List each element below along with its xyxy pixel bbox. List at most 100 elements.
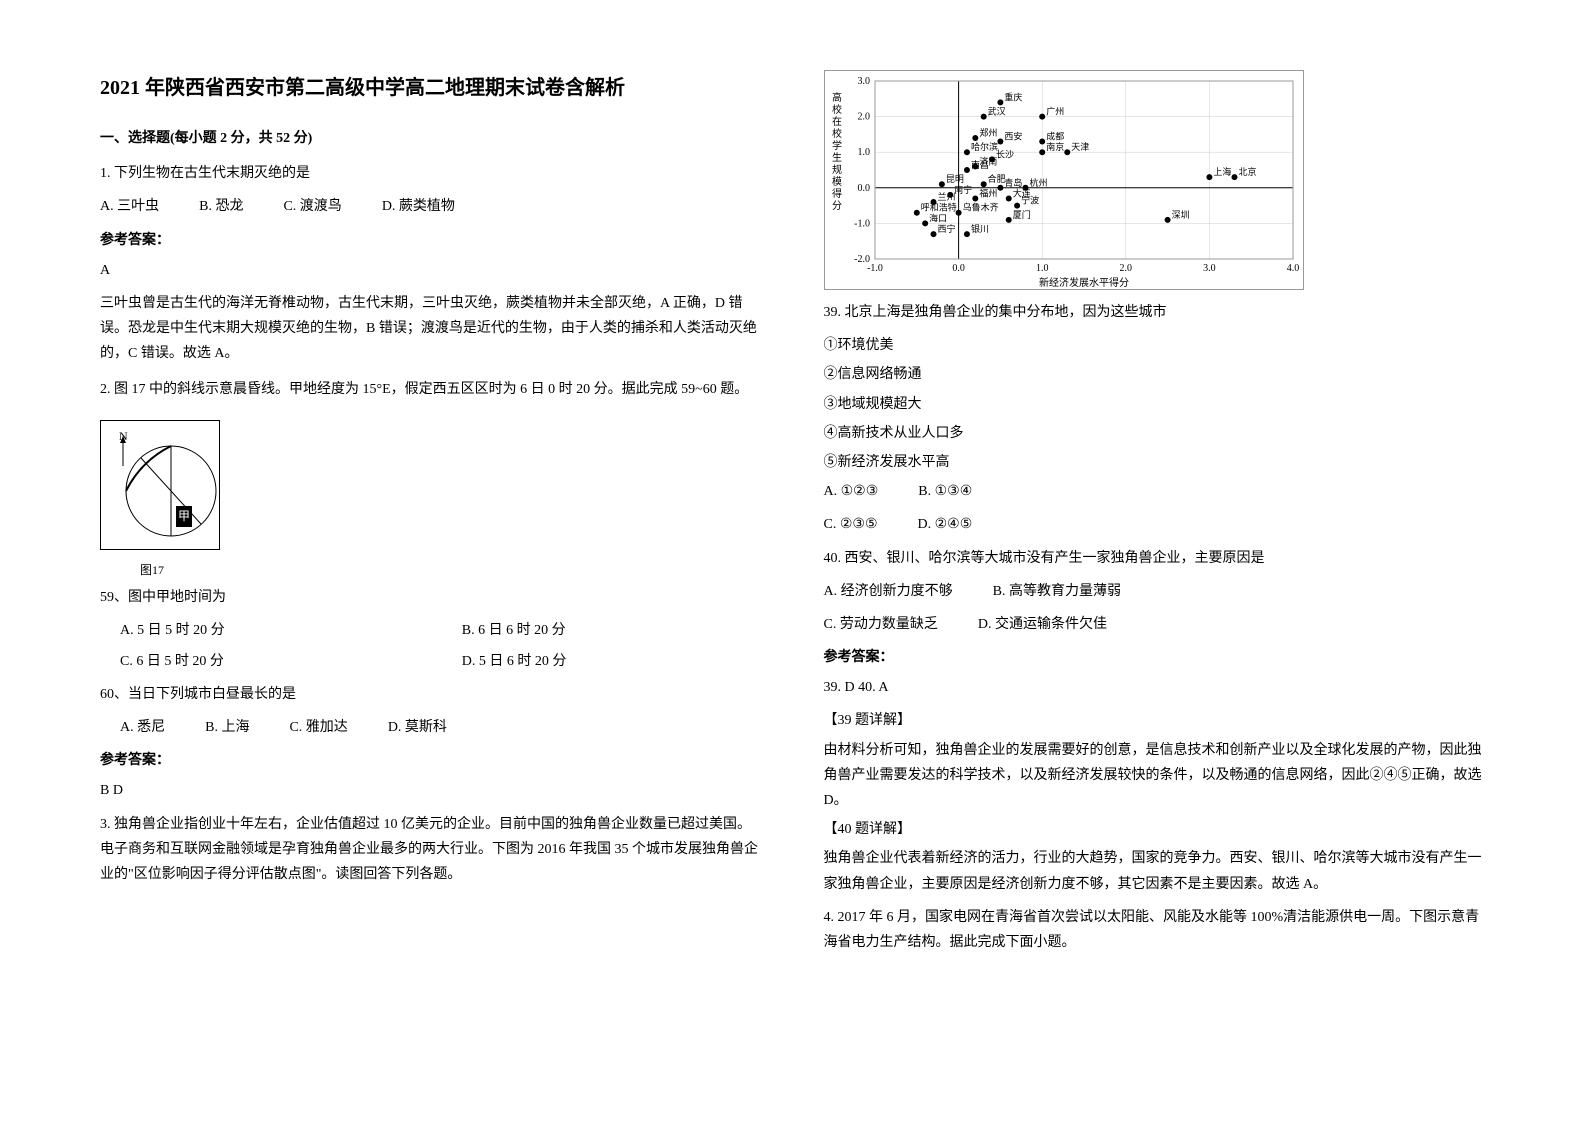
q3-answer: 39. D 40. A — [824, 675, 1488, 700]
q60-option-c: C. 雅加达 — [289, 715, 347, 740]
q39-opt2: ②信息网络畅通 — [824, 362, 1488, 387]
svg-text:杭州: 杭州 — [1029, 177, 1047, 188]
q40-option-d: D. 交通运输条件欠佳 — [978, 612, 1107, 637]
q39-opt4: ④高新技术从业人口多 — [824, 421, 1488, 446]
svg-text:青岛: 青岛 — [1004, 177, 1022, 188]
svg-text:乌鲁木齐: 乌鲁木齐 — [962, 202, 998, 213]
svg-text:-1.0: -1.0 — [854, 218, 870, 229]
question-2: 2. 图 17 中的斜线示意晨昏线。甲地经度为 15°E，假定西五区区时为 6 … — [100, 377, 764, 402]
q1-option-d: D. 蕨类植物 — [382, 194, 455, 219]
question-3: 3. 独角兽企业指创业十年左右，企业估值超过 10 亿美元的企业。目前中国的独角… — [100, 812, 764, 888]
q39-opt3: ③地域规模超大 — [824, 392, 1488, 417]
svg-text:3.0: 3.0 — [857, 76, 870, 87]
svg-text:北京: 北京 — [1238, 166, 1256, 177]
q1-option-a: A. 三叶虫 — [100, 194, 159, 219]
q1-explanation: 三叶虫曾是古生代的海洋无脊椎动物，古生代末期，三叶虫灭绝，蕨类植物并未全部灭绝，… — [100, 291, 764, 367]
svg-text:1.0: 1.0 — [857, 147, 870, 158]
svg-text:重庆: 重庆 — [1004, 91, 1022, 102]
scatter-chart: -1.00.01.02.03.04.0-2.0-1.00.01.02.03.0重… — [824, 70, 1304, 290]
q39-option-a: A. ①②③ — [824, 479, 879, 504]
q39-detail: 由材料分析可知，独角兽企业的发展需要好的创意，是信息技术和创新产业以及全球化发展… — [824, 738, 1488, 814]
svg-text:模: 模 — [832, 176, 842, 188]
svg-text:西宁: 西宁 — [937, 223, 955, 234]
svg-text:西安: 西安 — [1004, 131, 1022, 142]
answer-label-2: 参考答案： — [100, 748, 764, 773]
svg-text:0.0: 0.0 — [952, 263, 965, 274]
q59-option-d: D. 5 日 6 时 20 分 — [462, 649, 764, 674]
question-59: 59、图中甲地时间为 — [100, 585, 764, 610]
section-header: 一、选择题(每小题 2 分，共 52 分) — [100, 126, 764, 151]
question-40: 40. 西安、银川、哈尔滨等大城市没有产生一家独角兽企业，主要原因是 — [824, 546, 1488, 571]
diagram-jia-label: 甲 — [176, 506, 192, 528]
svg-text:新经济发展水平得分: 新经济发展水平得分 — [1039, 276, 1129, 289]
svg-text:天津: 天津 — [1071, 142, 1089, 152]
question-39: 39. 北京上海是独角兽企业的集中分布地，因为这些城市 — [824, 300, 1488, 325]
svg-text:南京: 南京 — [1046, 141, 1064, 152]
svg-text:宁波: 宁波 — [1021, 195, 1039, 206]
right-column: -1.00.01.02.03.04.0-2.0-1.00.01.02.03.0重… — [824, 70, 1488, 1092]
q60-option-a: A. 悉尼 — [120, 715, 165, 740]
svg-text:合肥: 合肥 — [987, 173, 1005, 184]
svg-text:3.0: 3.0 — [1203, 263, 1216, 274]
q40-options-cd: C. 劳动力数量缺乏 D. 交通运输条件欠佳 — [824, 612, 1488, 637]
q40-detail: 独角兽企业代表着新经济的活力，行业的大趋势，国家的竞争力。西安、银川、哈尔滨等大… — [824, 846, 1488, 896]
q1-option-b: B. 恐龙 — [199, 194, 243, 219]
q40-detail-label: 【40 题详解】 — [824, 817, 1488, 842]
svg-text:得: 得 — [832, 188, 842, 200]
svg-text:2.0: 2.0 — [1119, 263, 1132, 274]
scatter-svg: -1.00.01.02.03.04.0-2.0-1.00.01.02.03.0重… — [825, 71, 1303, 289]
svg-text:0.0: 0.0 — [857, 183, 870, 194]
q39-option-b: B. ①③④ — [918, 479, 972, 504]
svg-text:南宁: 南宁 — [954, 184, 972, 195]
svg-text:在: 在 — [832, 116, 842, 128]
page-title: 2021 年陕西省西安市第二高级中学高二地理期末试卷含解析 — [100, 70, 764, 106]
q40-option-b: B. 高等教育力量薄弱 — [993, 579, 1121, 604]
q39-options-ab: A. ①②③ B. ①③④ — [824, 479, 1488, 504]
svg-text:校: 校 — [832, 127, 842, 140]
svg-text:学: 学 — [832, 139, 842, 152]
q59-option-a: A. 5 日 5 时 20 分 — [120, 618, 422, 643]
q39-options-cd: C. ②③⑤ D. ②④⑤ — [824, 512, 1488, 537]
q1-answer: A — [100, 258, 764, 283]
svg-text:成都: 成都 — [1046, 131, 1064, 142]
q39-opt1: ①环境优美 — [824, 333, 1488, 358]
q40-option-c: C. 劳动力数量缺乏 — [824, 612, 938, 637]
q60-option-b: B. 上海 — [205, 715, 249, 740]
svg-text:银川: 银川 — [970, 223, 988, 234]
svg-text:福州: 福州 — [979, 187, 997, 198]
q60-options: A. 悉尼 B. 上海 C. 雅加达 D. 莫斯科 — [120, 715, 764, 740]
q2-diagram: N 甲 — [100, 420, 220, 550]
svg-text:校: 校 — [832, 103, 842, 116]
svg-text:生: 生 — [832, 151, 842, 164]
svg-text:分: 分 — [832, 200, 842, 212]
q40-option-a: A. 经济创新力度不够 — [824, 579, 953, 604]
svg-text:昆明: 昆明 — [945, 174, 963, 184]
q59-option-b: B. 6 日 6 时 20 分 — [462, 618, 764, 643]
svg-text:海口: 海口 — [929, 212, 947, 223]
q60-option-d: D. 莫斯科 — [388, 715, 447, 740]
svg-text:厦门: 厦门 — [1012, 209, 1030, 220]
svg-text:1.0: 1.0 — [1035, 263, 1048, 274]
svg-text:-2.0: -2.0 — [854, 254, 870, 265]
svg-text:2.0: 2.0 — [857, 112, 870, 123]
q39-opt5: ⑤新经济发展水平高 — [824, 450, 1488, 475]
q59-option-c: C. 6 日 5 时 20 分 — [120, 649, 422, 674]
q39-detail-label: 【39 题详解】 — [824, 708, 1488, 733]
question-4: 4. 2017 年 6 月，国家电网在青海省首次尝试以太阳能、风能及水能等 10… — [824, 905, 1488, 955]
q1-option-c: C. 渡渡鸟 — [283, 194, 341, 219]
q2-answer: B D — [100, 778, 764, 803]
svg-text:哈尔滨: 哈尔滨 — [970, 141, 997, 152]
svg-text:兰州: 兰州 — [937, 191, 955, 202]
svg-text:南昌: 南昌 — [970, 159, 988, 170]
svg-text:郑州: 郑州 — [979, 127, 997, 138]
svg-text:呼和浩特: 呼和浩特 — [920, 202, 956, 213]
q39-option-d: D. ②④⑤ — [918, 512, 973, 537]
q40-options-ab: A. 经济创新力度不够 B. 高等教育力量薄弱 — [824, 579, 1488, 604]
svg-text:4.0: 4.0 — [1286, 263, 1299, 274]
q59-options: A. 5 日 5 时 20 分 B. 6 日 6 时 20 分 C. 6 日 5… — [120, 618, 764, 673]
answer-label-3: 参考答案： — [824, 645, 1488, 670]
svg-text:广州: 广州 — [1046, 106, 1064, 117]
q39-option-c: C. ②③⑤ — [824, 512, 878, 537]
diagram-caption: 图17 — [140, 560, 764, 582]
question-60: 60、当日下列城市白昼最长的是 — [100, 682, 764, 707]
